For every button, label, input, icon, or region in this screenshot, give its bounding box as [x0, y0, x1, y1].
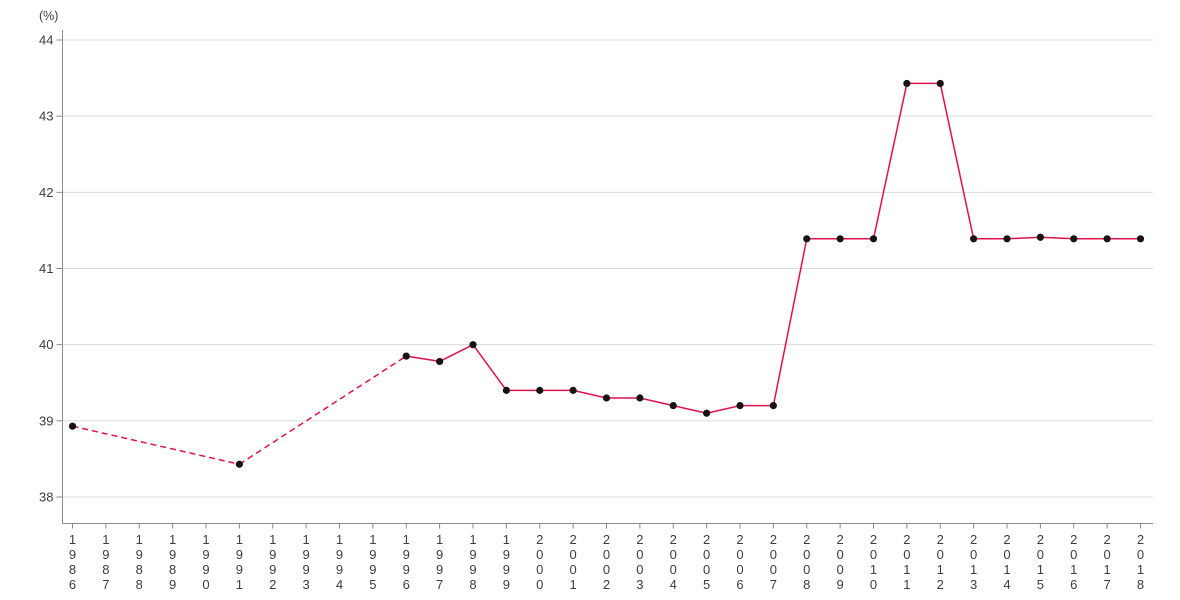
line-segment	[472, 344, 507, 391]
data-point-marker	[502, 386, 510, 394]
line-segment	[706, 404, 741, 414]
y-tick-label: 42	[39, 185, 53, 200]
line-segment	[406, 355, 440, 363]
x-tick-labels-group: 1 9 8 6 1 9 8 7 1 9 8 8 1 9 8 9 1 9 9 0 1 9 9 1 1 9 9 2 1 9 9 3 1 9 9 4 1 9 9 5…	[69, 532, 1144, 592]
axes-group	[56, 30, 1153, 529]
y-tick-label: 43	[39, 109, 53, 124]
data-point-marker	[68, 422, 77, 430]
line-segment	[939, 83, 975, 239]
data-point-marker	[602, 394, 611, 402]
line-segment	[439, 343, 474, 363]
y-tick-label: 38	[39, 490, 53, 505]
data-point-marker	[1003, 235, 1011, 243]
line-segment	[572, 389, 607, 399]
data-point-marker	[903, 79, 911, 88]
data-point-marker	[469, 341, 477, 349]
y-tick-label: 44	[39, 33, 53, 48]
data-point-marker	[1103, 235, 1111, 243]
line-segment	[1040, 236, 1074, 240]
data-point-marker	[235, 460, 243, 468]
y-tick-label: 40	[39, 337, 53, 352]
line-segment	[772, 238, 808, 406]
y-tick-label: 41	[39, 261, 53, 276]
data-point-marker	[836, 235, 844, 243]
series-group	[68, 79, 1145, 468]
data-point-marker	[1036, 233, 1044, 241]
data-point-marker	[869, 235, 878, 243]
gridlines-group	[62, 39, 1153, 498]
data-point-marker	[970, 235, 978, 243]
data-point-marker	[1136, 235, 1145, 243]
data-point-marker	[736, 402, 744, 410]
line-segment	[1006, 236, 1041, 240]
data-point-marker	[703, 409, 711, 417]
data-point-marker	[936, 79, 944, 88]
data-point-marker	[436, 357, 444, 366]
line-segment	[872, 83, 908, 239]
y-tick-labels-group: 44 43 42 41 40 39 38	[39, 33, 53, 505]
data-point-marker	[1070, 235, 1078, 243]
data-point-marker	[402, 352, 410, 360]
data-point-marker	[803, 235, 811, 243]
data-point-marker	[569, 386, 577, 394]
data-point-marker	[536, 386, 544, 394]
data-point-marker	[769, 402, 777, 410]
line-segment	[639, 397, 674, 407]
data-point-marker	[669, 402, 677, 410]
data-point-marker	[636, 394, 644, 402]
y-axis-unit-label: (%)	[39, 9, 58, 23]
y-tick-label: 39	[39, 413, 53, 428]
line-segment	[72, 425, 240, 465]
line-segment	[238, 355, 407, 465]
line-segment	[673, 404, 707, 414]
